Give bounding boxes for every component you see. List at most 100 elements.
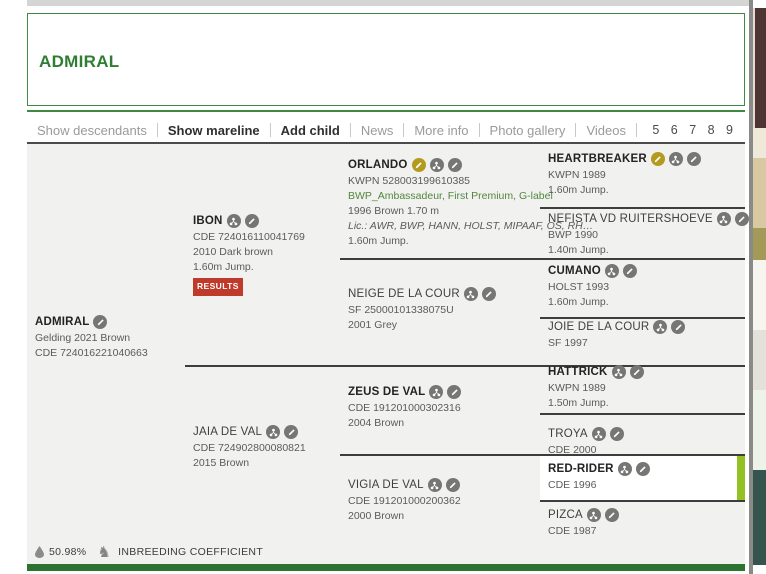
pedigree-divider [540,413,745,415]
descendants-icon[interactable] [586,508,601,522]
edit-icon[interactable] [481,287,496,301]
horse-details: 2015 Brown [193,457,250,469]
edit-icon[interactable] [622,264,637,278]
horse-licenses: Lic.: AWR, BWP, HANN, HOLST, MIPAAF, OS,… [348,220,594,232]
strip-thumbnail [753,330,766,390]
horse-registry: BWP 1990 [548,229,599,241]
horse-registry: KWPN 1989 [548,382,606,394]
edit-icon[interactable] [93,315,108,329]
tab-more-info[interactable]: More info [414,122,469,138]
descendants-icon[interactable] [668,152,683,166]
edit-icon[interactable] [629,365,644,379]
horse-registry: CDE 191201000302316 [348,402,461,414]
descendants-icon[interactable] [463,287,478,301]
edit-icon[interactable] [635,462,650,476]
edit-icon[interactable] [447,158,462,172]
horse-name-link[interactable]: ORLANDO [348,158,408,171]
tab-photo-gallery[interactable]: Photo gallery [489,122,566,138]
edit-icon[interactable] [671,320,686,334]
horse-name-link[interactable]: ADMIRAL [35,315,90,328]
header-divider [27,110,745,112]
edit-icon[interactable] [604,508,619,522]
adjacent-page-strip [753,0,766,574]
horse-name-link[interactable]: TROYA [548,427,588,440]
edit-icon[interactable] [445,478,460,492]
pagination[interactable]: 5 6 7 8 9 [652,123,737,137]
pedigree-cell-neige-de-la-cour: NEIGE DE LA COUR SF 25000101338075U 2001… [348,286,538,333]
horse-name-link[interactable]: VIGIA DE VAL [348,478,424,491]
tab-show-descendants[interactable]: Show descendants [37,122,147,138]
descendants-icon[interactable] [653,320,668,334]
horse-titles[interactable]: BWP_Ambassadeur, First Premium, G-label [348,190,553,202]
horse-registry: KWPN 1989 [548,169,606,181]
descendants-icon[interactable] [266,425,281,439]
edit-icon[interactable] [447,385,462,399]
edit-icon[interactable] [609,427,624,441]
descendants-icon[interactable] [611,365,626,379]
horse-discipline: 1.60m Jump. [348,235,409,247]
tab-videos[interactable]: Videos [586,122,626,138]
tab-separator [269,123,271,137]
pedigree-cell-vigia-de-val: VIGIA DE VAL CDE 191201000200362 2000 Br… [348,477,538,524]
tab-show-mareline[interactable]: Show mareline [167,122,260,138]
horse-details: Gelding 2021 Brown [35,332,131,344]
horse-name-link[interactable]: HATTRICK [548,365,608,378]
strip-thumbnail [753,228,766,260]
descendants-icon[interactable] [716,212,731,226]
pedigree-cell-red-rider: RED-RIDER CDE 1996 [548,461,733,493]
horse-registry: CDE 724016110041769 [193,231,305,243]
edit-icon[interactable] [734,212,749,226]
horse-name-link[interactable]: NEIGE DE LA COUR [348,287,460,300]
edit-highlight-icon[interactable] [411,158,426,172]
pedigree-cell-zeus-de-val: ZEUS DE VAL CDE 191201000302316 2004 Bro… [348,384,538,431]
edit-icon[interactable] [244,214,259,228]
bottom-green-bar [27,564,745,571]
descendants-icon[interactable] [429,158,444,172]
results-badge[interactable]: RESULTS [193,278,243,296]
tab-separator [156,123,158,137]
horse-name-link[interactable]: HEARTBREAKER [548,152,647,165]
tab-add-child[interactable]: Add child [280,122,340,138]
horse-name-link[interactable]: NEFISTA VD RUITERSHOEVE [548,212,713,225]
horse-name-link[interactable]: RED-RIDER [548,462,614,475]
strip-thumbnail [753,158,766,228]
descendants-icon[interactable] [591,427,606,441]
descendants-icon[interactable] [427,478,442,492]
horse-icon: ♞ [97,543,112,561]
tab-separator [575,123,577,137]
descendants-icon[interactable] [226,214,241,228]
horse-name-link[interactable]: CUMANO [548,264,601,277]
tab-separator [349,123,351,137]
horse-name-link[interactable]: PIZCA [548,508,583,521]
descendants-icon[interactable] [617,462,632,476]
pedigree-cell-ibon: IBON CDE 724016110041769 2010 Dark brown… [193,213,343,296]
edit-icon[interactable] [686,152,701,166]
horse-registry: CDE 1987 [548,525,597,537]
horse-details: 2000 Brown [348,510,405,522]
horse-registry: KWPN 528003199610385 [348,175,471,187]
horse-name-link[interactable]: ZEUS DE VAL [348,385,426,398]
pedigree-divider [540,317,745,319]
horse-name-link[interactable]: JAIA DE VAL [193,425,263,438]
pedigree-cell-orlando: ORLANDO KWPN 528003199610385 BWP_Ambassa… [348,157,594,249]
tab-news[interactable]: News [360,122,394,138]
horse-name-link[interactable]: IBON [193,214,223,227]
strip-thumbnail [753,128,766,158]
pedigree-divider [540,207,745,209]
pedigree-divider [185,365,745,367]
inbreeding-label: INBREEDING COEFFICIENT [118,546,264,558]
tab-separator [403,123,405,137]
horse-registry: CDE 191201000200362 [348,495,461,507]
highlight-green-bar [737,456,745,500]
blood-drop-icon [35,546,44,558]
horse-name-link[interactable]: JOIE DE LA COUR [548,320,650,333]
descendants-icon[interactable] [604,264,619,278]
page-edge-line [749,0,753,574]
descendants-icon[interactable] [429,385,444,399]
horse-discipline: 1.40m Jump. [548,244,609,256]
pedigree-cell-joie-de-la-cour: JOIE DE LA COUR SF 1997 [548,319,738,351]
horse-discipline: 1.60m Jump. [548,184,609,196]
horse-details: 1996 Brown 1.70 m [348,205,440,217]
edit-highlight-icon[interactable] [650,152,665,166]
edit-icon[interactable] [284,425,299,439]
